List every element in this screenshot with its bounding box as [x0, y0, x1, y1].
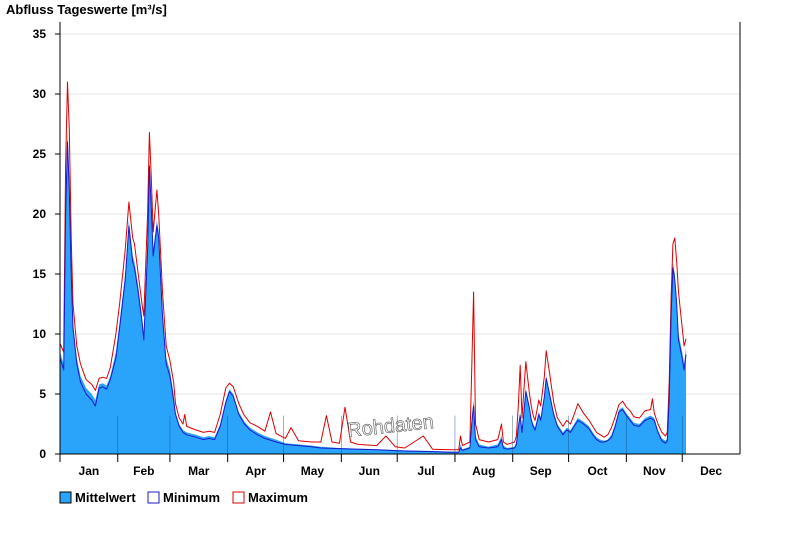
gridlines — [60, 33, 740, 395]
y-tick-label: 0 — [39, 447, 46, 461]
x-tick-label-may: May — [301, 464, 325, 478]
x-tick-label-aug: Aug — [472, 464, 495, 478]
x-axis-ticks: Jan Feb Mar Apr May Jun Jul Aug Sep Oct Nov Dec — [59, 454, 722, 478]
x-tick-label-jan: Jan — [79, 464, 100, 478]
y-axis-ticks: 0 5 10 15 20 25 30 35 — [33, 27, 60, 461]
legend-label-maximum: Maximum — [248, 490, 308, 505]
legend-swatch-minimum — [147, 491, 160, 504]
y-tick-label: 20 — [33, 207, 47, 221]
legend-swatch-maximum — [232, 491, 245, 504]
y-tick-label: 30 — [33, 87, 47, 101]
x-tick-label-mar: Mar — [188, 464, 210, 478]
x-tick-label-jul: Jul — [417, 464, 434, 478]
x-tick-label-nov: Nov — [643, 464, 666, 478]
series-area-mittelwert — [60, 130, 686, 454]
legend: Mittelwert Minimum Maximum — [59, 490, 308, 505]
x-tick-label-oct: Oct — [587, 464, 607, 478]
x-tick-label-jun: Jun — [359, 464, 380, 478]
plot-area — [59, 81, 687, 454]
y-tick-label: 25 — [33, 147, 47, 161]
y-tick-label: 15 — [33, 267, 47, 281]
x-tick-label-sep: Sep — [530, 464, 552, 478]
x-tick-label-dec: Dec — [700, 464, 722, 478]
y-tick-label: 10 — [33, 327, 47, 341]
x-tick-label-apr: Apr — [245, 464, 266, 478]
x-tick-label-feb: Feb — [133, 464, 154, 478]
series-line-maximum — [59, 81, 687, 451]
legend-swatch-mittelwert — [59, 491, 72, 504]
legend-label-minimum: Minimum — [163, 490, 220, 505]
legend-label-mittelwert: Mittelwert — [75, 490, 136, 505]
y-tick-label: 5 — [39, 387, 46, 401]
series-line-minimum — [59, 141, 687, 453]
y-tick-label: 35 — [33, 27, 47, 41]
chart-title: Abfluss Tageswerte [m³/s] — [6, 2, 167, 17]
